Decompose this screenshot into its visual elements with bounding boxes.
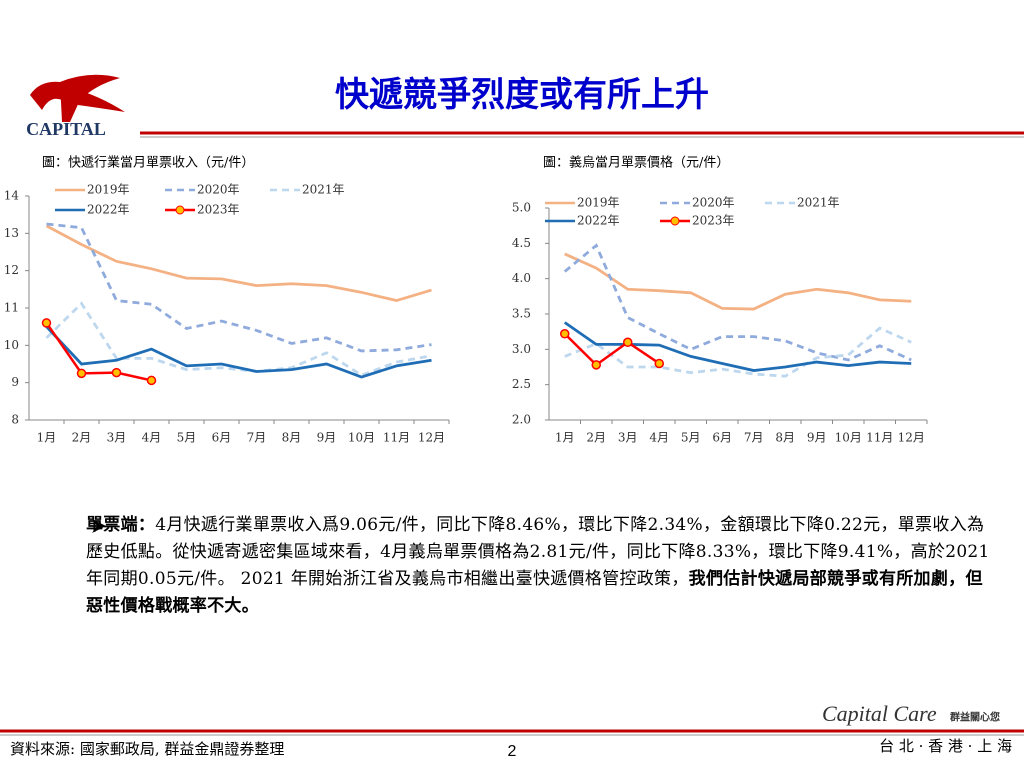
y-tick-label: 8 — [11, 413, 19, 427]
paragraph: 單票端：4月快遞行業單票收入爲9.06元/件，同比下降8.46%，環比下降2.3… — [86, 512, 998, 620]
slide-title: 快遞競爭烈度或有所上升 — [335, 75, 709, 115]
legend-label: 2020年 — [692, 196, 735, 210]
logo-text: CAPITAL — [26, 119, 106, 139]
legend-label: 2022年 — [577, 214, 620, 228]
x-tick-label: 2月 — [586, 431, 606, 445]
x-tick-label: 7月 — [247, 431, 267, 445]
x-tick-label: 2月 — [72, 431, 92, 445]
x-tick-label: 3月 — [107, 431, 127, 445]
x-tick-label: 4月 — [649, 431, 669, 445]
y-tick-label: 4.0 — [512, 271, 531, 285]
logo-mark — [30, 74, 125, 122]
series-line — [45, 301, 432, 377]
y-tick-label: 3.0 — [512, 342, 531, 356]
legend-label: 2021年 — [302, 183, 345, 197]
series-line — [563, 332, 660, 367]
y-tick-label: 14 — [4, 189, 20, 203]
chart-title: 圖：快遞行業當月單票收入（元/件） — [42, 155, 254, 171]
y-tick-label: 11 — [4, 301, 19, 315]
y-tick-label: 9 — [11, 375, 19, 389]
point — [146, 375, 157, 386]
x-tick-label: 8月 — [282, 431, 302, 445]
series-line — [45, 325, 432, 379]
x-tick-label: 6月 — [212, 431, 232, 445]
legend-marker — [175, 205, 185, 215]
source: 資料來源: 國家郵政局, 群益金鼎證券整理 — [10, 740, 284, 758]
legend-label: 2019年 — [87, 183, 130, 197]
y-tick-label: 5.0 — [512, 201, 531, 215]
point — [41, 318, 52, 328]
x-tick-label: 12月 — [898, 431, 925, 445]
legend-label: 2022年 — [87, 203, 130, 217]
text-segment: 單票端： — [86, 515, 156, 535]
legend-marker — [670, 216, 680, 226]
y-tick-label: 3.5 — [512, 307, 531, 321]
x-tick-label: 12月 — [418, 431, 445, 445]
legend-label: 2023年 — [692, 214, 735, 228]
brand: Capital Care — [822, 701, 937, 726]
point — [623, 337, 633, 348]
legend-label: 2020年 — [197, 183, 240, 197]
point — [560, 329, 570, 339]
text-segment: 我們估計快遞局部競爭或有所加劇，但惡性價格戰概率不大。 — [86, 569, 983, 616]
y-tick-label: 12 — [4, 263, 19, 277]
x-tick-label: 8月 — [775, 431, 795, 445]
text-segment: 4月快遞行業單票收入爲9.06元/件，同比下降8.46%，環比下降2.34%，金… — [86, 515, 990, 589]
series-line — [45, 224, 432, 302]
series-line — [564, 252, 912, 311]
x-tick-label: 5月 — [177, 431, 197, 445]
slogan: 群益關心您 — [950, 711, 1000, 724]
x-tick-label: 11月 — [866, 431, 893, 445]
x-tick-label: 5月 — [681, 431, 701, 445]
chart-title: 圖：義烏當月單票價格（元/件） — [543, 155, 729, 171]
page-number: 2 — [508, 743, 517, 760]
point — [654, 358, 664, 369]
x-tick-label: 1月 — [37, 431, 57, 445]
y-tick-label: 2.0 — [512, 413, 531, 427]
series-line — [564, 326, 912, 378]
x-tick-label: 9月 — [317, 431, 337, 445]
x-tick-label: 9月 — [807, 431, 827, 445]
point — [111, 367, 122, 378]
x-tick-label: 1月 — [555, 431, 575, 445]
x-tick-label: 6月 — [712, 431, 732, 445]
x-tick-label: 3月 — [618, 431, 638, 445]
x-tick-label: 4月 — [142, 431, 162, 445]
y-tick-label: 13 — [4, 226, 19, 240]
legend-label: 2021年 — [797, 196, 840, 210]
series-line — [563, 321, 912, 372]
cities: 台 北 · 香 港 · 上 海 — [879, 737, 1012, 755]
x-tick-label: 11月 — [383, 431, 410, 445]
point — [591, 360, 601, 370]
x-tick-label: 10月 — [835, 431, 862, 445]
point — [76, 368, 87, 379]
series-line — [45, 322, 152, 382]
series-line — [563, 243, 912, 362]
bullet — [92, 519, 106, 533]
x-tick-label: 10月 — [348, 431, 375, 445]
series-line — [46, 222, 432, 353]
y-tick-label: 4.5 — [512, 236, 531, 250]
legend-label: 2019年 — [577, 196, 620, 210]
legend-label: 2023年 — [197, 203, 240, 217]
x-tick-label: 7月 — [744, 431, 764, 445]
y-tick-label: 10 — [4, 338, 19, 352]
y-tick-label: 2.5 — [512, 377, 531, 391]
